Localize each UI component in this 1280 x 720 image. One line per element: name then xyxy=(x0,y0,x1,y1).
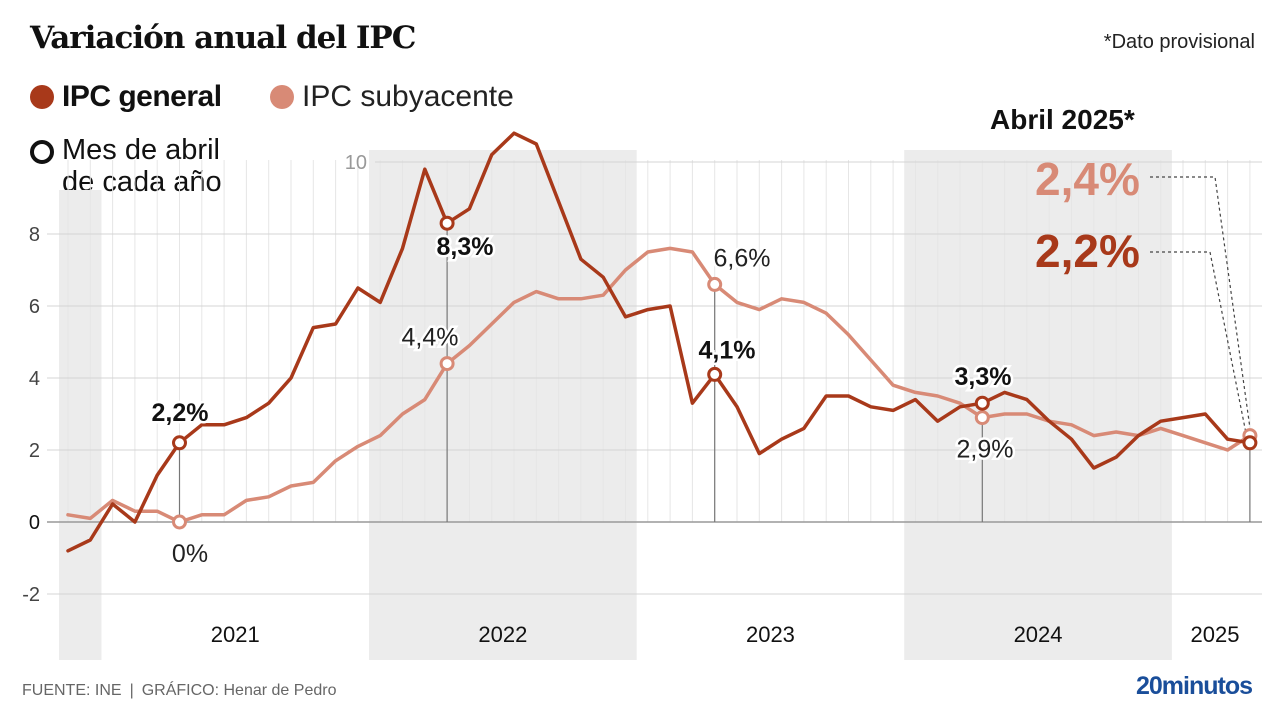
annotation-general: 3,3% xyxy=(955,363,1012,391)
legend-label-subyacente: IPC subyacente xyxy=(302,80,514,113)
y-tick-label: 4 xyxy=(29,368,40,390)
legend-label-april-line1: Mes de abril xyxy=(62,134,220,166)
x-axis-year-labels: 2021 2022 2023 2024 2025 xyxy=(211,622,1240,647)
april-marker-general xyxy=(707,366,723,382)
annotation-subyacente: 2,9% xyxy=(957,436,1014,464)
april-marker-subyacente xyxy=(439,356,455,372)
series-line-general xyxy=(66,131,1252,553)
provisional-note: *Dato provisional xyxy=(1103,31,1255,53)
year-band-2024 xyxy=(904,150,1172,660)
legend-swatch-general-icon xyxy=(30,85,54,109)
horizontal-gridlines xyxy=(47,161,1262,595)
series-lines xyxy=(66,131,1252,553)
annotation-general: 8,3% xyxy=(437,233,494,261)
legend-swatch-subyacente-icon xyxy=(270,85,294,109)
callout-general-value: 2,2% xyxy=(1035,225,1140,277)
year-band-2020 xyxy=(59,190,102,660)
y-tick-label: 0 xyxy=(29,512,40,534)
annotation-general: 4,1% xyxy=(699,336,756,364)
y-axis-ticks: -2 0 2 4 6 8 10 xyxy=(22,152,367,606)
annotation-general: 2,2% xyxy=(152,399,209,427)
annotation-subyacente: 4,4% xyxy=(402,324,459,352)
credit-text: GRÁFICO: Henar de Pedro xyxy=(141,682,337,699)
annotation-labels: 2,2% 0% 8,3% 4,4% 4,1% 6,6% 3,3% 2,9% xyxy=(149,231,1016,571)
y-tick-label: 8 xyxy=(29,224,40,246)
legend-label-general: IPC general xyxy=(62,80,222,113)
april-marker-general xyxy=(439,215,455,231)
circle-marker-icon xyxy=(30,140,54,164)
x-tick-label: 2024 xyxy=(1014,622,1063,647)
april-marker-general xyxy=(974,395,990,411)
x-tick-label: 2023 xyxy=(746,622,795,647)
series-line-subyacente xyxy=(66,246,1252,524)
april-markers xyxy=(172,215,1258,530)
legend-item-subyacente: IPC subyacente xyxy=(270,80,514,114)
source-text: FUENTE: INE xyxy=(22,682,122,699)
footer-separator: | xyxy=(129,682,134,699)
callout-title: Abril 2025* xyxy=(990,104,1135,135)
april-marker-subyacente xyxy=(974,410,990,426)
y-tick-label: 6 xyxy=(29,296,40,318)
callout-leader-lines xyxy=(1150,176,1251,433)
annotation-subyacente: 0% xyxy=(172,540,208,568)
x-tick-label: 2025 xyxy=(1191,622,1240,647)
vertical-gridlines xyxy=(67,160,1251,522)
april-marker-subyacente xyxy=(707,276,723,292)
brand-logo[interactable]: 20minutos xyxy=(1135,672,1253,700)
leader-line-general xyxy=(1150,251,1247,433)
footer: FUENTE: INE | GRÁFICO: Henar de Pedro xyxy=(22,682,336,700)
chart-title: Variación anual del IPC xyxy=(30,20,416,56)
legend-item-general: IPC general xyxy=(30,80,222,114)
y-tick-label: 10 xyxy=(345,152,367,174)
x-tick-label: 2022 xyxy=(478,622,527,647)
callout-subyacente-value: 2,4% xyxy=(1035,153,1140,205)
april-marker-general xyxy=(1242,435,1258,451)
april-marker-general xyxy=(172,435,187,451)
annotation-subyacente: 6,6% xyxy=(714,244,771,272)
x-tick-label: 2021 xyxy=(211,622,260,647)
y-tick-label: -2 xyxy=(22,584,40,606)
y-tick-label: 2 xyxy=(29,440,40,462)
april-marker-subyacente xyxy=(172,514,187,530)
